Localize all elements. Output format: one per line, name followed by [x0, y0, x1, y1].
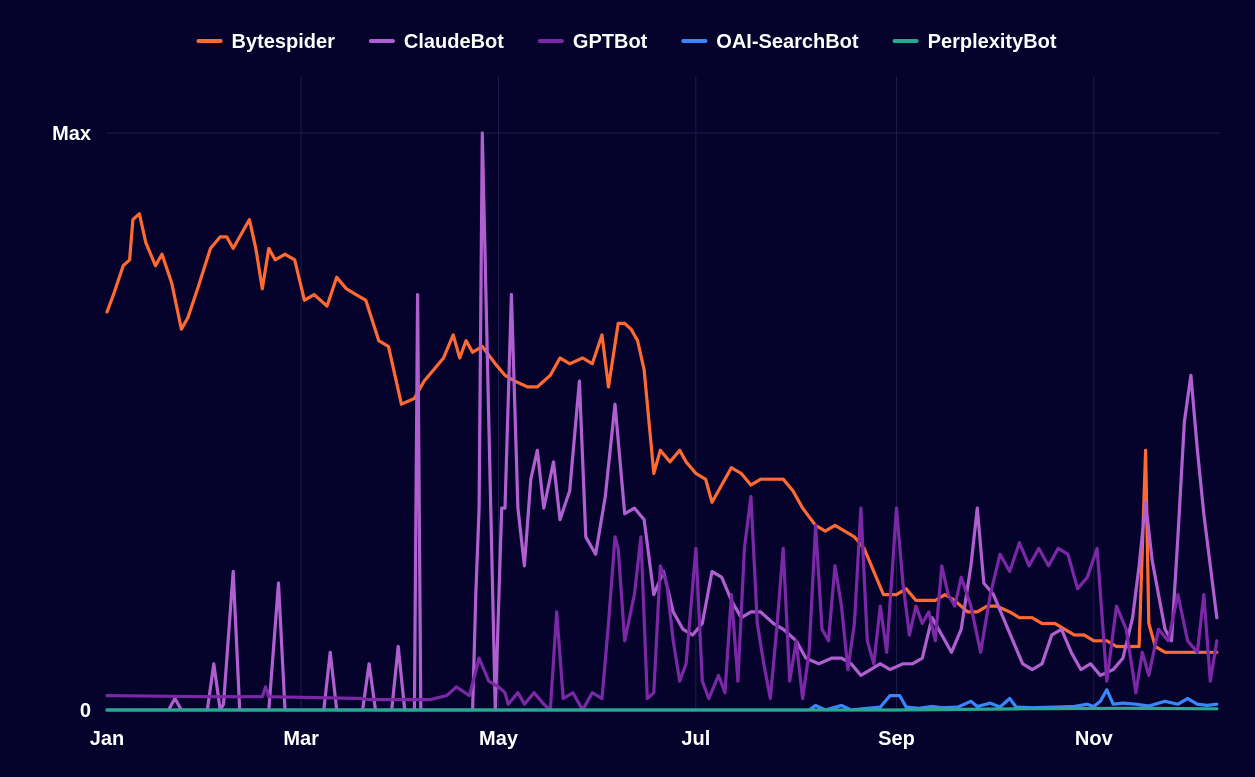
legend-label: PerplexityBot: [928, 31, 1057, 53]
legend-label: OAI-SearchBot: [716, 31, 859, 53]
x-tick-label: Sep: [878, 728, 915, 750]
series-line-bytespider: [105, 212, 1219, 654]
x-tick-label: Jul: [681, 728, 710, 750]
y-axis: 0 Max: [52, 123, 91, 722]
series-group: [105, 131, 1219, 712]
legend-item-bytespider[interactable]: Bytespider: [196, 31, 336, 53]
x-tick-label: Nov: [1075, 728, 1114, 750]
x-tick-label: Jan: [90, 728, 124, 750]
legend-label: Bytespider: [232, 31, 336, 53]
legend: Bytespider ClaudeBot GPTBot OAI-SearchBot Pe…: [196, 31, 1057, 53]
x-tick-label: Mar: [283, 728, 319, 750]
legend-item-perplexitybot[interactable]: PerplexityBot: [892, 31, 1057, 53]
y-tick-label: 0: [80, 700, 91, 722]
series-line-perplexitybot: [105, 706, 1219, 712]
x-tick-label: May: [479, 728, 519, 750]
x-axis: Jan Mar May Jul Sep Nov: [90, 728, 1114, 750]
legend-label: GPTBot: [573, 31, 648, 53]
series-line-oai-searchbot: [105, 688, 1219, 712]
legend-item-oai-searchbot[interactable]: OAI-SearchBot: [681, 31, 859, 53]
y-tick-label: Max: [52, 123, 91, 145]
grid: [107, 77, 1220, 710]
legend-item-gptbot[interactable]: GPTBot: [537, 31, 648, 53]
legend-label: ClaudeBot: [404, 31, 504, 53]
series-line-gptbot: [105, 494, 1219, 712]
legend-item-claudebot[interactable]: ClaudeBot: [368, 31, 504, 53]
